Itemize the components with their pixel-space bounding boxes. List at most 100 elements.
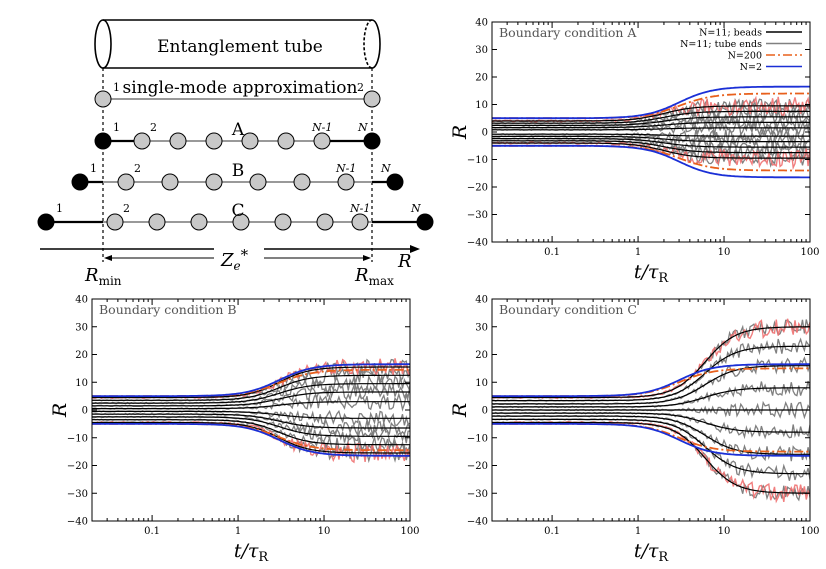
x-axis-label: t/τR <box>634 261 670 286</box>
y-tick-label: 20 <box>75 350 88 361</box>
x-tick-label: 100 <box>800 526 819 537</box>
simulated-trajectory <box>92 374 410 405</box>
ze-label: Ze* <box>220 246 249 273</box>
sma-bead-1-index: 1 <box>113 81 120 94</box>
y-tick-label: −10 <box>467 155 488 166</box>
end-bead-first <box>71 173 89 191</box>
x-tick-label: 0.1 <box>144 526 160 537</box>
y-axis-label: R <box>449 125 471 140</box>
x-tick-label: 10 <box>718 526 731 537</box>
rmax-label: Rmax <box>354 265 394 288</box>
rmin-label: Rmin <box>84 265 122 288</box>
n2-line <box>92 363 410 397</box>
y-tick-label: 40 <box>475 18 488 29</box>
x-tick-label: 10 <box>318 526 331 537</box>
inner-bead <box>133 132 151 150</box>
bead-index-n-1: N-1 <box>335 162 356 175</box>
r-axis-label: R <box>397 251 412 272</box>
sma-label: single-mode approximation <box>123 78 358 98</box>
end-bead-last <box>386 173 404 191</box>
legend-label: N=2 <box>740 62 762 73</box>
n2-line <box>492 363 810 397</box>
x-tick-label: 0.1 <box>544 526 560 537</box>
bead-mean-line <box>92 421 410 454</box>
inner-bead <box>293 173 311 191</box>
bead-index-2: 2 <box>134 162 141 175</box>
x-tick-label: 0.1 <box>544 247 560 258</box>
chain-row-c: C 1 2 N-1 N <box>37 201 434 231</box>
simulated-end-trajectory <box>492 420 810 504</box>
bead-mean-line <box>492 326 810 399</box>
y-axis-label: R <box>449 403 471 418</box>
inner-bead <box>337 173 355 191</box>
y-tick-label: −40 <box>67 517 88 528</box>
bead-mean-line <box>492 138 810 148</box>
bead-mean-line <box>492 345 810 402</box>
y-tick-label: 10 <box>475 100 488 111</box>
bead-mean-line <box>492 421 810 494</box>
y-tick-label: −30 <box>467 489 488 500</box>
panel-boundary-condition-b: −40 −30 −20 −10 0 10 20 30 40 0.1 1 10 100 t/τR R Bound… <box>49 295 420 566</box>
bead-mean-line <box>92 416 410 437</box>
plot-frame <box>91 298 411 522</box>
tube-end-back <box>363 19 373 69</box>
inner-bead <box>190 213 208 231</box>
end-bead-last <box>363 132 381 150</box>
y-tick-label: 30 <box>475 45 488 56</box>
bead-mean-line <box>492 133 810 137</box>
bead-mean-line <box>492 418 810 475</box>
sma-bead-1 <box>94 90 112 108</box>
x-tick-label: 100 <box>400 526 419 537</box>
panel-title: Boundary condition A <box>499 25 637 40</box>
inner-bead <box>169 132 187 150</box>
legend-label: N=11; beads <box>699 28 762 39</box>
x-tick-label: 100 <box>800 247 819 258</box>
bead-mean-line <box>492 142 810 159</box>
panel-title: Boundary condition B <box>99 302 237 317</box>
ze-label-bg <box>214 246 264 268</box>
end-bead-last <box>416 213 434 231</box>
inner-bead <box>205 173 223 191</box>
chain-row-b: B 1 2 N-1 N <box>71 161 404 191</box>
bead-mean-line <box>92 366 410 399</box>
n2-line <box>492 144 810 179</box>
bead-index-2: 2 <box>123 202 130 215</box>
bead-mean-line <box>92 374 410 401</box>
y-tick-label: 20 <box>475 73 488 84</box>
y-tick-label: −40 <box>467 238 488 249</box>
x-axis-label: t/τR <box>634 540 670 565</box>
bead-index-1: 1 <box>90 162 97 175</box>
row-label: A <box>231 120 245 140</box>
bead-index-1: 1 <box>56 202 63 215</box>
bead-index-1: 1 <box>113 121 120 134</box>
bead-mean-line <box>492 127 810 131</box>
sma-bead-2 <box>363 90 381 108</box>
bead-mean-line <box>492 140 810 154</box>
row-label: B <box>232 161 245 181</box>
n2-line <box>492 85 810 120</box>
end-bead-first <box>37 213 55 231</box>
legend-label: N=11; tube ends <box>680 39 762 50</box>
y-axis-label: R <box>49 403 71 418</box>
inner-bead <box>274 213 292 231</box>
y-tick-label: 0 <box>482 406 488 417</box>
sma-bead-2-index: 2 <box>357 81 364 94</box>
bead-index-n: N <box>410 202 421 215</box>
n2-line <box>492 423 810 457</box>
y-tick-label: −20 <box>467 461 488 472</box>
y-tick-label: 10 <box>475 378 488 389</box>
y-tick-label: −30 <box>67 489 88 500</box>
bead-mean-line <box>492 105 810 122</box>
y-tick-label: 40 <box>475 295 488 306</box>
end-bead-first <box>94 132 112 150</box>
chain-row-a: A 1 2 N-1 N <box>94 120 381 150</box>
tube-end-front <box>102 19 112 69</box>
inner-bead <box>249 173 267 191</box>
panel-title: Boundary condition C <box>499 302 637 317</box>
x-tick-label: 1 <box>635 247 641 258</box>
inner-bead <box>351 213 369 231</box>
bead-index-n-1: N-1 <box>311 121 332 134</box>
inner-bead <box>232 213 250 231</box>
bead-mean-line <box>492 387 810 408</box>
y-tick-label: −40 <box>467 517 488 528</box>
